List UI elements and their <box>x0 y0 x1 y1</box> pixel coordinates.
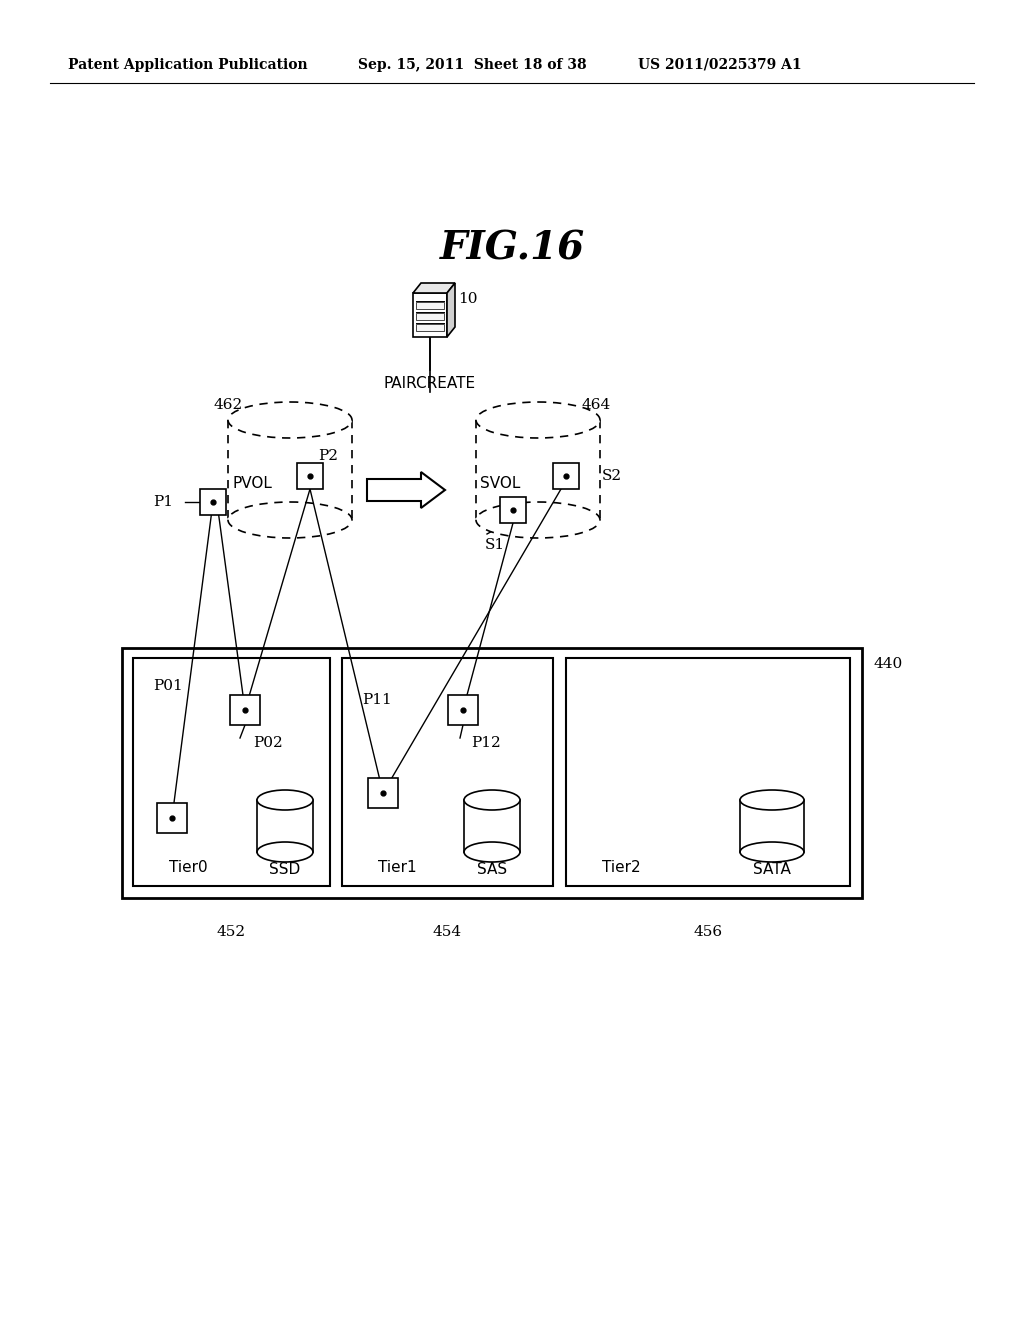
Text: US 2011/0225379 A1: US 2011/0225379 A1 <box>638 58 802 73</box>
Ellipse shape <box>464 789 520 810</box>
Bar <box>122 648 862 898</box>
Bar <box>228 420 352 520</box>
Polygon shape <box>447 282 455 337</box>
Text: Patent Application Publication: Patent Application Publication <box>68 58 307 73</box>
Bar <box>297 463 323 488</box>
Text: 454: 454 <box>433 925 462 939</box>
Text: P2: P2 <box>318 449 338 463</box>
Text: FIG.16: FIG.16 <box>439 228 585 267</box>
Text: 462: 462 <box>213 399 243 412</box>
Text: P1: P1 <box>153 495 173 510</box>
Bar <box>566 657 850 886</box>
Ellipse shape <box>476 403 600 438</box>
Bar <box>413 293 447 337</box>
Ellipse shape <box>740 842 804 862</box>
Text: S2: S2 <box>602 469 623 483</box>
Text: 452: 452 <box>217 925 246 939</box>
Bar <box>464 800 520 851</box>
Bar <box>157 803 187 833</box>
Text: Tier2: Tier2 <box>602 861 640 875</box>
Text: SVOL: SVOL <box>479 475 520 491</box>
Text: P01: P01 <box>153 678 182 693</box>
Text: Tier1: Tier1 <box>378 861 417 875</box>
Text: 10: 10 <box>458 292 477 306</box>
Bar <box>416 323 444 331</box>
Text: PVOL: PVOL <box>232 475 272 491</box>
Bar <box>416 313 444 319</box>
Ellipse shape <box>257 842 313 862</box>
Text: 456: 456 <box>693 925 723 939</box>
Bar <box>553 463 579 488</box>
Ellipse shape <box>228 403 352 438</box>
Text: Sep. 15, 2011  Sheet 18 of 38: Sep. 15, 2011 Sheet 18 of 38 <box>358 58 587 73</box>
Bar <box>257 800 313 851</box>
Text: P12: P12 <box>471 737 501 750</box>
Ellipse shape <box>740 789 804 810</box>
Ellipse shape <box>228 502 352 539</box>
Text: SSD: SSD <box>269 862 301 878</box>
Bar <box>368 777 398 808</box>
Text: P11: P11 <box>362 693 392 708</box>
Text: 440: 440 <box>874 657 903 671</box>
Ellipse shape <box>476 502 600 539</box>
Bar <box>476 420 600 520</box>
Text: S1: S1 <box>485 539 505 552</box>
Polygon shape <box>413 282 455 293</box>
Bar <box>200 488 226 515</box>
Ellipse shape <box>257 789 313 810</box>
Bar <box>342 657 553 886</box>
Text: SATA: SATA <box>753 862 791 878</box>
Ellipse shape <box>464 842 520 862</box>
Bar <box>416 302 444 309</box>
FancyArrow shape <box>367 473 445 508</box>
Text: Tier0: Tier0 <box>169 861 207 875</box>
Text: P02: P02 <box>253 737 283 750</box>
Text: PAIRCREATE: PAIRCREATE <box>384 376 476 392</box>
Bar <box>500 498 526 523</box>
Text: 464: 464 <box>582 399 610 412</box>
Text: SAS: SAS <box>477 862 507 878</box>
Bar <box>740 800 804 851</box>
Bar <box>449 696 478 725</box>
Bar <box>230 696 260 725</box>
Bar <box>133 657 330 886</box>
